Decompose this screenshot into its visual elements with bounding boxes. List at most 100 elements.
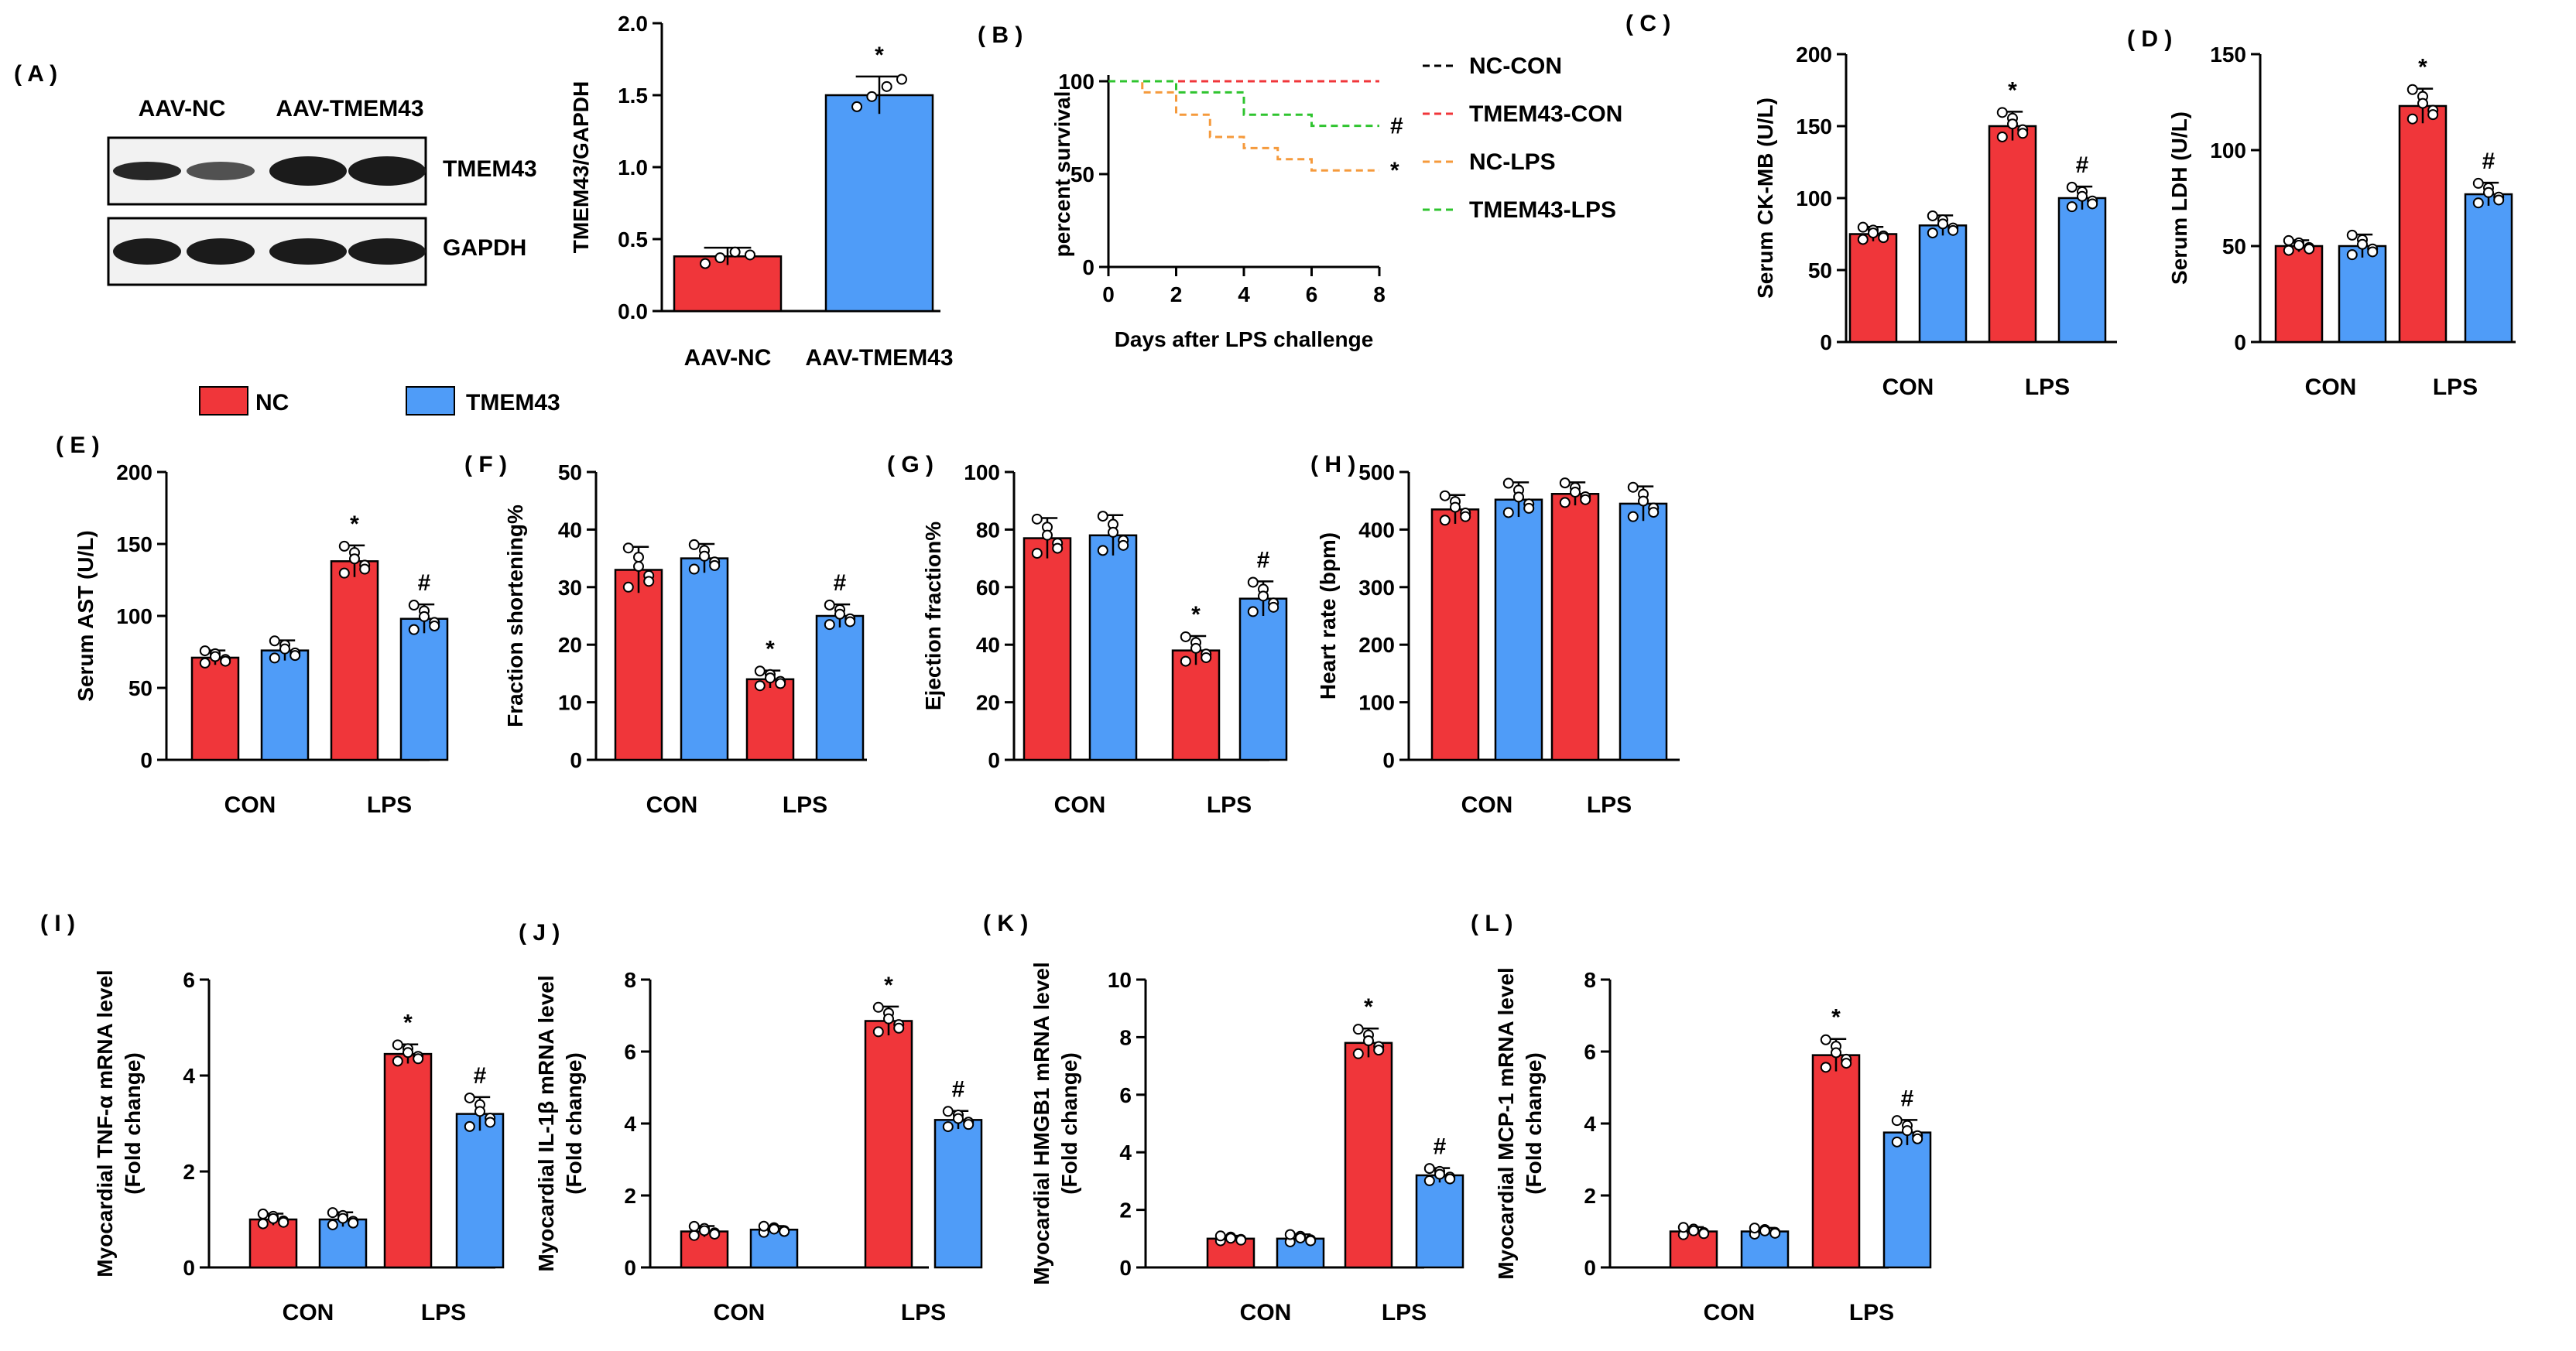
data-point [1759,1225,1770,1236]
data-point [765,672,776,684]
data-point [2066,201,2078,213]
data-point [1902,1125,1913,1137]
y-axis-label: (Fold change) [121,1052,145,1195]
data-point [2406,113,2418,125]
data-point [257,1218,269,1230]
bar [1494,498,1543,761]
data-point [278,1216,289,1228]
data-point [893,1022,905,1034]
bar [318,1218,368,1269]
data-point [392,1055,403,1067]
data-point [1295,1232,1306,1243]
panel-label-f: ( F ) [464,452,507,477]
chart-c: ( C ) 0 50 100 150 200 Serum CK-MB (U/L) * # CON L… [1625,11,2117,400]
y-tick-label: 6 [1119,1083,1132,1107]
x-tick-label: 0 [1102,282,1115,306]
x-category-label: CON [1240,1300,1292,1325]
x-category-label: CON [224,792,276,818]
panel-a: ( A ) AAV-NC AAV-TMEM43 TMEM43 GAPDH [14,61,537,286]
bar [1918,224,1968,344]
data-point [1460,511,1471,522]
data-point [866,91,878,102]
data-point [1749,1223,1760,1234]
panel-label-b: ( B ) [978,22,1023,48]
y-axis-label: percent survival [1050,91,1074,258]
significance-mark: * [2008,77,2017,103]
blot-band [348,156,426,186]
data-point [1857,234,1869,245]
legend-label-nc: NC [255,390,289,416]
data-point [953,1113,964,1124]
significance-mark: # [474,1063,487,1089]
data-point [1097,545,1108,556]
y-tick-label: 40 [558,518,582,542]
survival-line-nc-lps [1108,80,1379,172]
data-point [199,645,211,657]
y-tick-label: 0 [1382,748,1395,772]
panel-label-a: ( A ) [14,61,57,87]
data-point [1912,1133,1923,1144]
data-point [257,1208,269,1219]
data-point [1225,1233,1236,1244]
y-tick-label: 100 [2210,139,2246,162]
data-point [1042,529,1053,541]
significance-mark: # [1390,114,1403,139]
data-point [1247,606,1259,617]
data-point [1352,1048,1364,1059]
legend-label: NC-CON [1469,53,1562,79]
band-label-tmem43: TMEM43 [443,156,537,182]
data-point [744,249,755,261]
significance-mark: * [403,1011,413,1036]
data-point [1627,511,1639,522]
data-point [1423,1163,1435,1175]
bar [399,617,449,761]
y-tick-label: 150 [116,532,152,556]
data-point [1180,655,1191,667]
y-tick-label: 200 [116,460,152,484]
data-point [2417,97,2428,109]
data-point [1031,548,1043,559]
y-tick-label: 2.0 [618,12,648,36]
bar [1848,233,1898,344]
bar [2057,197,2107,344]
data-point [349,553,360,565]
chart-b: ( B ) 0 50 100 0 2 4 6 8 percent survival Days aft… [978,22,1622,351]
x-category-label: CON [283,1300,334,1325]
y-axis-label: (Fold change) [562,1052,586,1195]
y-tick-label: 40 [976,633,1000,657]
data-point [402,1047,413,1059]
data-point [338,540,350,552]
data-point [700,258,711,269]
data-point [633,561,644,573]
data-point [268,1212,279,1224]
x-tick-label: 4 [1238,282,1250,306]
y-axis-label: Fraction shortening% [503,504,527,727]
y-tick-label: 0 [570,748,582,772]
data-point [1677,1222,1689,1233]
data-point [1363,1035,1374,1047]
data-point [220,655,231,667]
bar [1276,1237,1325,1269]
data-point [1927,227,1938,239]
data-point [2357,238,2368,250]
data-point [1031,513,1043,525]
data-point [824,619,835,631]
data-point [775,678,786,689]
data-point [688,1220,700,1232]
significance-mark: # [2482,149,2496,174]
x-tick-label: 8 [1373,282,1386,306]
chart-k: ( K ) 0 2 4 6 8 10 Myocardial HMGB1 mRNA level(… [983,911,1464,1325]
data-point [872,1026,884,1038]
bar [1550,493,1600,761]
y-tick-label: 1.5 [618,84,648,108]
data-point [348,1217,359,1229]
bar [1669,1230,1718,1269]
data-point [1627,481,1639,493]
bar [824,94,934,313]
y-tick-label: 0.5 [618,227,648,251]
data-point [1180,631,1191,642]
data-point [896,74,907,85]
bar [2398,104,2448,344]
y-tick-label: 50 [1808,258,1832,282]
panel-label-c: ( C ) [1625,11,1670,36]
